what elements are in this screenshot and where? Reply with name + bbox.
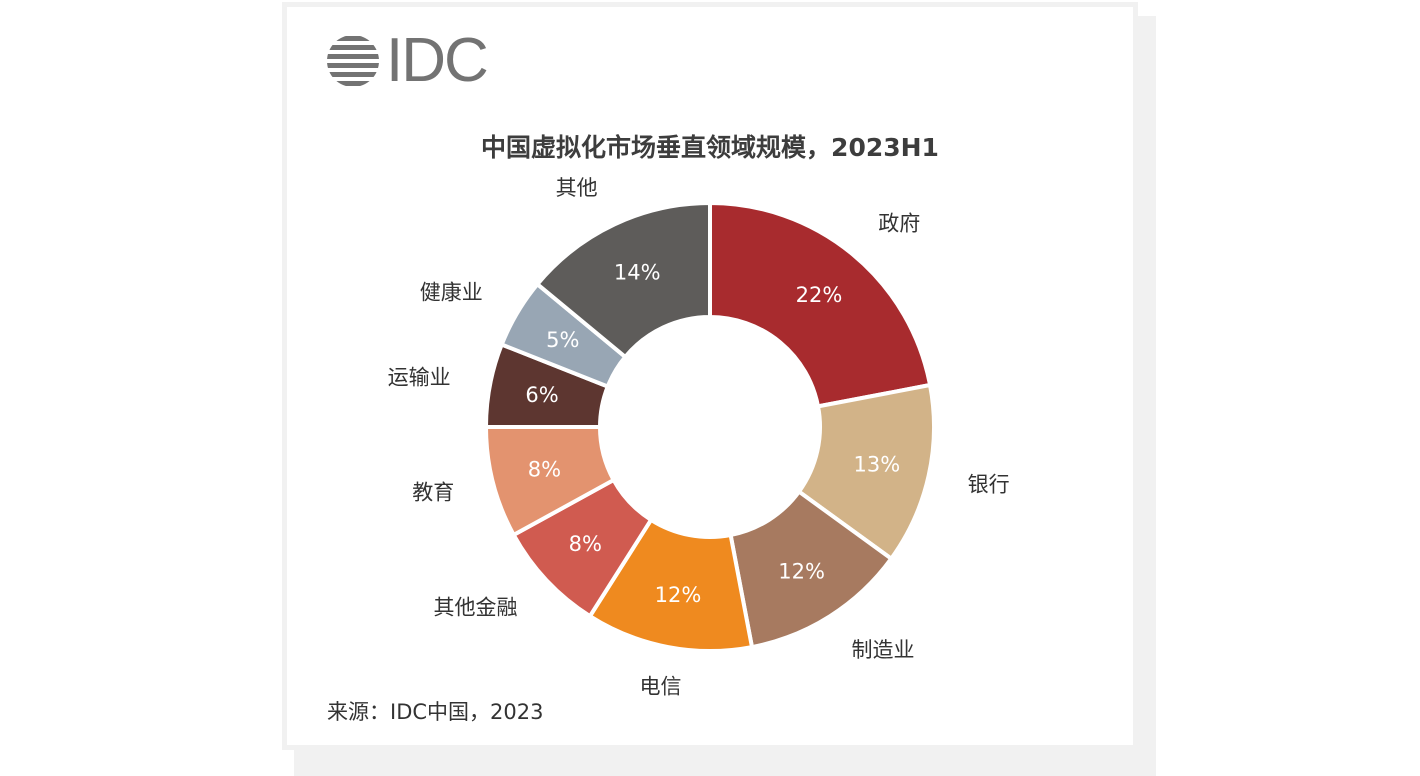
slice-value-label-2: 12% <box>778 559 825 583</box>
slice-category-label-7: 健康业 <box>420 281 483 305</box>
slice-category-label-0: 政府 <box>878 212 920 236</box>
slice-value-label-5: 8% <box>528 458 561 482</box>
slice-category-label-3: 电信 <box>640 674 682 698</box>
slice-value-label-4: 8% <box>569 532 602 556</box>
slice-category-label-1: 银行 <box>968 473 1010 497</box>
slice-value-label-0: 22% <box>796 283 843 307</box>
slice-value-label-1: 13% <box>854 452 901 476</box>
slice-value-label-6: 6% <box>525 383 558 407</box>
idc-logo: IDC <box>326 26 489 95</box>
slice-category-label-8: 其他 <box>556 176 598 200</box>
source-note: 来源：IDC中国，2023 <box>327 700 544 724</box>
slice-category-label-4: 其他金融 <box>434 596 518 620</box>
slice-value-label-7: 5% <box>546 328 579 352</box>
slice-value-label-8: 14% <box>614 260 661 284</box>
slice-category-label-5: 教育 <box>412 481 454 505</box>
idc-globe-icon <box>327 36 379 86</box>
slice-value-label-3: 12% <box>655 583 702 607</box>
idc-logo-text: IDC <box>386 26 489 95</box>
chart-title: 中国虚拟化市场垂直领域规模，2023H1 <box>481 133 939 162</box>
slice-0 <box>708 200 933 409</box>
slice-8 <box>534 200 712 360</box>
slice-category-label-2: 制造业 <box>851 638 914 662</box>
slice-category-label-6: 运输业 <box>388 366 451 390</box>
